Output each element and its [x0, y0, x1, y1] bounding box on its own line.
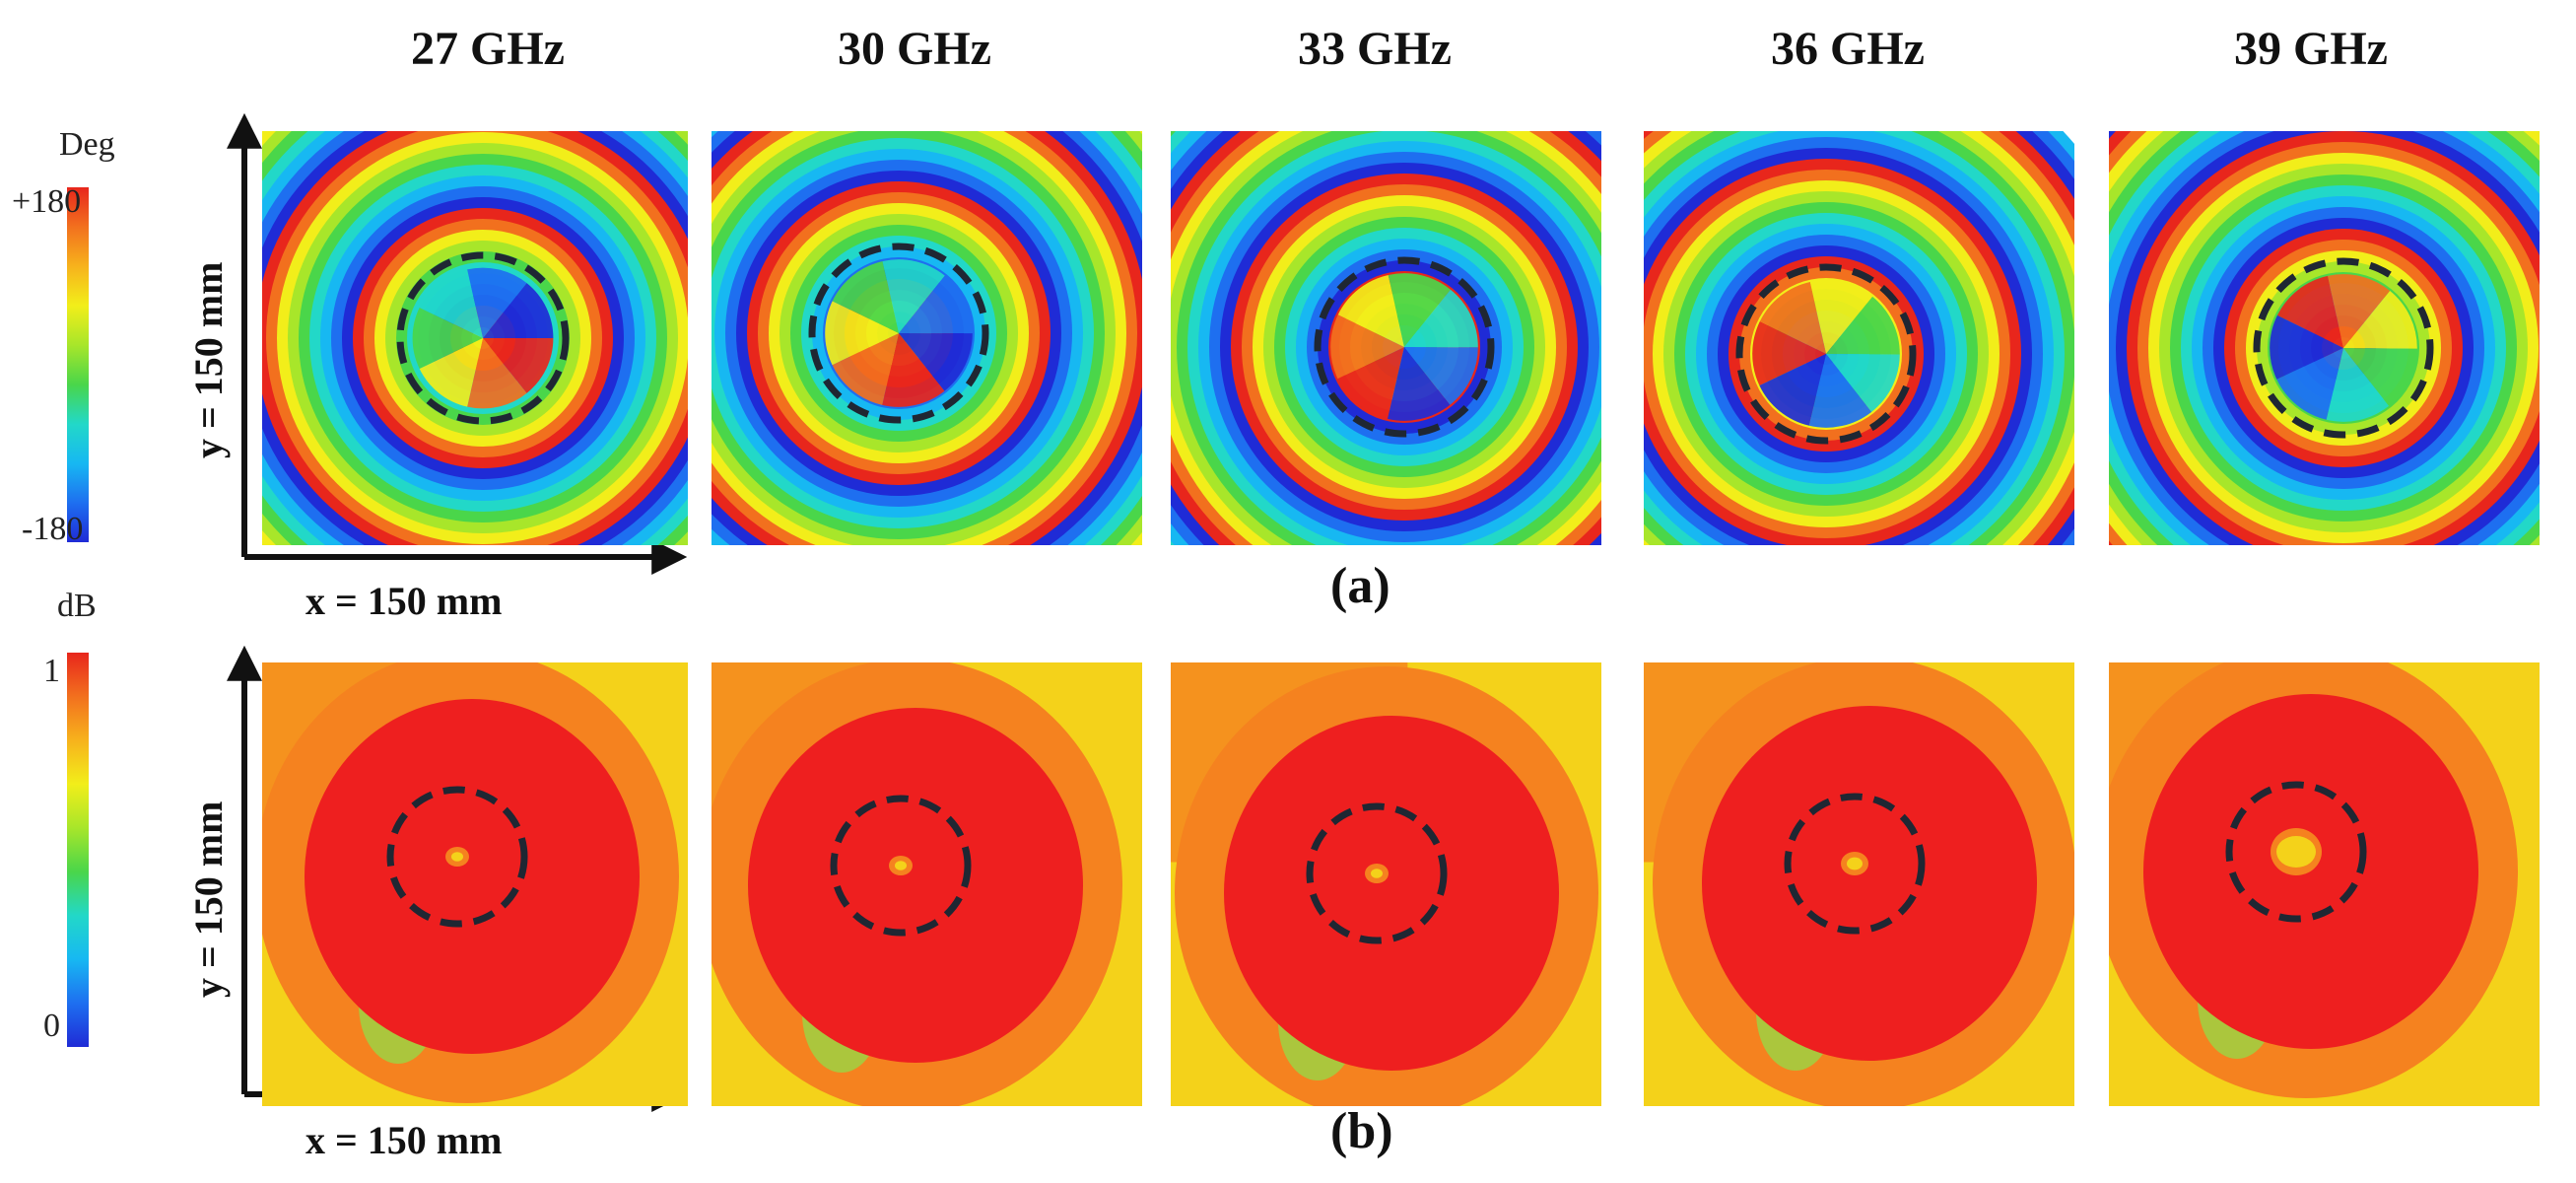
magnitude-colorbar-min: 0	[43, 1008, 60, 1044]
freq-title-5: 39 GHz	[2234, 23, 2388, 75]
freq-title-1: 27 GHz	[411, 23, 565, 75]
phase-map-3-dashed-circle	[1314, 256, 1495, 438]
row-b-x-axis-label: x = 150 mm	[305, 1118, 503, 1162]
magnitude-map-1	[262, 662, 688, 1106]
phase-colorbar-max: +180	[12, 183, 82, 220]
row-a-x-axis-label: x = 150 mm	[305, 579, 503, 623]
phase-map-3	[1171, 131, 1601, 545]
freq-title-2: 30 GHz	[838, 23, 991, 75]
magnitude-colorbar-unit: dB	[57, 588, 97, 624]
phase-map-1-dashed-circle	[396, 251, 570, 425]
panel-label-a: (a)	[1330, 558, 1390, 614]
magnitude-map-5	[2109, 662, 2540, 1106]
magnitude-maps	[262, 662, 2540, 1106]
row-a-y-axis-label: y = 150 mm	[186, 261, 231, 458]
phase-colorbar-unit: Deg	[59, 126, 115, 163]
phase-map-5-dashed-circle	[2253, 257, 2434, 439]
magnitude-map-2	[712, 662, 1142, 1106]
magnitude-map-3-dashed-circle	[1306, 802, 1448, 944]
freq-title-4: 36 GHz	[1771, 23, 1925, 75]
phase-map-2	[712, 131, 1142, 545]
phase-map-2-dashed-circle	[808, 243, 989, 424]
magnitude-map-4-dashed-circle	[1784, 793, 1926, 935]
row-b-y-axis-label: y = 150 mm	[186, 800, 231, 998]
phase-map-1	[262, 131, 688, 545]
panel-label-b: (b)	[1330, 1103, 1393, 1159]
phase-map-4	[1644, 131, 2074, 545]
freq-title-3: 33 GHz	[1298, 23, 1452, 75]
magnitude-map-2-dashed-circle	[830, 795, 972, 937]
phase-map-5	[2109, 131, 2540, 545]
magnitude-map-5-dashed-circle	[2225, 781, 2367, 923]
magnitude-colorbar	[67, 653, 89, 1047]
magnitude-colorbar-max: 1	[43, 653, 60, 689]
magnitude-map-1-dashed-circle	[386, 786, 528, 928]
phase-map-4-dashed-circle	[1735, 263, 1917, 445]
phase-colorbar-min: -180	[22, 511, 84, 547]
phase-colorbar	[67, 187, 89, 542]
magnitude-map-4	[1644, 662, 2074, 1106]
magnitude-map-3	[1171, 662, 1601, 1106]
phase-maps	[262, 131, 2540, 545]
